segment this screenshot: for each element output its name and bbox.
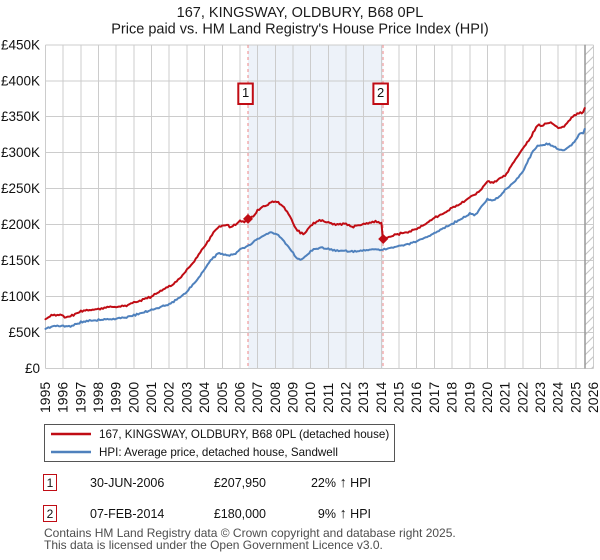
svg-text:£350K: £350K	[1, 109, 40, 124]
svg-text:1999: 1999	[108, 382, 124, 413]
svg-text:2004: 2004	[196, 382, 212, 413]
svg-text:£180,000: £180,000	[214, 507, 266, 521]
svg-text:2001: 2001	[143, 382, 159, 413]
svg-text:Price paid vs. HM Land Registr: Price paid vs. HM Land Registry's House …	[111, 22, 489, 38]
svg-text:This data is licensed under th: This data is licensed under the Open Gov…	[44, 538, 383, 552]
svg-text:2009: 2009	[285, 382, 301, 413]
svg-text:1996: 1996	[55, 382, 71, 413]
svg-text:167, KINGSWAY, OLDBURY, B68 0P: 167, KINGSWAY, OLDBURY, B68 0PL	[177, 5, 424, 21]
svg-text:2003: 2003	[178, 382, 194, 413]
svg-text:£207,950: £207,950	[214, 476, 266, 490]
svg-text:07-FEB-2014: 07-FEB-2014	[90, 507, 164, 521]
svg-text:2010: 2010	[302, 382, 318, 413]
svg-text:2019: 2019	[461, 382, 477, 413]
svg-text:2012: 2012	[338, 382, 354, 413]
svg-text:2002: 2002	[161, 382, 177, 413]
svg-text:£50K: £50K	[8, 325, 40, 340]
svg-text:£250K: £250K	[1, 181, 40, 196]
svg-text:1997: 1997	[72, 382, 88, 413]
svg-text:2026: 2026	[585, 382, 600, 413]
svg-text:2025: 2025	[567, 382, 583, 413]
svg-text:2013: 2013	[355, 382, 371, 413]
svg-text:2015: 2015	[391, 382, 407, 413]
svg-text:£300K: £300K	[1, 145, 40, 160]
svg-text:1995: 1995	[37, 382, 53, 413]
svg-text:2: 2	[47, 507, 54, 521]
svg-text:2023: 2023	[532, 382, 548, 413]
svg-text:£450K: £450K	[1, 37, 40, 52]
svg-text:2016: 2016	[408, 382, 424, 413]
svg-text:2006: 2006	[232, 382, 248, 413]
svg-text:£100K: £100K	[1, 289, 40, 304]
svg-text:2024: 2024	[550, 382, 566, 413]
svg-text:2021: 2021	[497, 382, 513, 413]
svg-text:2018: 2018	[444, 382, 460, 413]
svg-text:£400K: £400K	[1, 73, 40, 88]
svg-text:£0: £0	[25, 361, 40, 376]
svg-text:2: 2	[377, 85, 384, 100]
svg-text:22% ↑ HPI: 22% ↑ HPI	[311, 475, 371, 491]
svg-text:HPI: Average price, detached h: HPI: Average price, detached house, Sand…	[99, 446, 338, 459]
svg-text:9% ↑ HPI: 9% ↑ HPI	[318, 506, 371, 522]
svg-text:2000: 2000	[125, 382, 141, 413]
svg-text:2011: 2011	[320, 383, 336, 413]
svg-text:2007: 2007	[249, 382, 265, 413]
svg-text:2008: 2008	[267, 382, 283, 413]
svg-text:1: 1	[242, 85, 249, 100]
svg-text:167, KINGSWAY, OLDBURY, B68 0P: 167, KINGSWAY, OLDBURY, B68 0PL (detache…	[99, 428, 389, 441]
svg-text:1: 1	[47, 476, 54, 490]
svg-text:Contains HM Land Registry data: Contains HM Land Registry data © Crown c…	[44, 526, 456, 540]
svg-text:30-JUN-2006: 30-JUN-2006	[90, 476, 164, 490]
svg-text:2020: 2020	[479, 382, 495, 413]
svg-text:2014: 2014	[373, 382, 389, 413]
svg-text:2017: 2017	[426, 382, 442, 413]
svg-text:£150K: £150K	[1, 253, 40, 268]
svg-text:2005: 2005	[214, 382, 230, 413]
svg-text:1998: 1998	[90, 382, 106, 413]
svg-text:£200K: £200K	[1, 217, 40, 232]
svg-text:2022: 2022	[514, 382, 530, 413]
